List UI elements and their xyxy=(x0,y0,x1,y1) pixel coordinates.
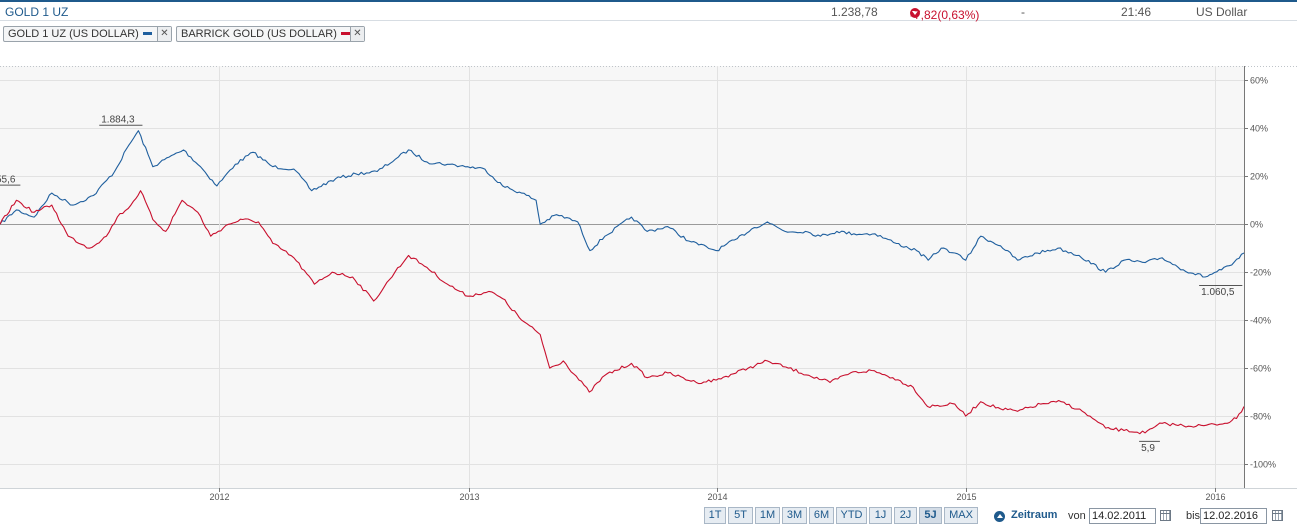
y-tick-label: 60% xyxy=(1250,76,1268,86)
range-button-max[interactable]: MAX xyxy=(944,507,978,524)
volume-placeholder: - xyxy=(1021,5,1025,19)
collapse-up-icon[interactable] xyxy=(994,511,1005,522)
down-arrow-icon xyxy=(910,8,920,18)
quote-header: GOLD 1 UZ 1.238,78 -7,82(0,63%) - 21:46 … xyxy=(0,0,1297,22)
range-button-1m[interactable]: 1M xyxy=(755,507,780,524)
range-button-1j[interactable]: 1J xyxy=(869,507,892,524)
y-tick-label: 20% xyxy=(1250,172,1268,182)
axis-ticks: 60% 40% 20% 0% -20% -40% -60% -80% -100% 2012 2013… xyxy=(209,76,1276,503)
legend-swatch-barrick xyxy=(340,32,350,35)
x-tick-label: 2014 xyxy=(707,492,727,502)
range-button-ytd[interactable]: YTD xyxy=(836,507,867,524)
to-calendar-icon[interactable] xyxy=(1272,510,1283,521)
legend-swatch-gold xyxy=(142,32,152,35)
y-tick-label: -100% xyxy=(1250,460,1276,470)
range-button-6m[interactable]: 6M xyxy=(809,507,834,524)
range-button-1t[interactable]: 1T xyxy=(704,507,726,524)
x-tick-label: 2012 xyxy=(209,492,229,502)
legend-label-gold: GOLD 1 UZ (US DOLLAR) xyxy=(8,28,139,40)
y-tick-label: -20% xyxy=(1250,268,1271,278)
remove-barrick-close-icon[interactable]: ✕ xyxy=(350,27,364,41)
to-date-input[interactable] xyxy=(1200,508,1267,524)
range-button-5j[interactable]: 5J xyxy=(919,507,942,524)
y-tick-label: -60% xyxy=(1250,364,1271,374)
legend-chip-gold[interactable]: GOLD 1 UZ (US DOLLAR) ✕ xyxy=(3,26,172,42)
annotation-label: 5,9 xyxy=(1141,443,1155,454)
quote-time: 21:46 xyxy=(1121,5,1152,19)
x-tick-label: 2013 xyxy=(459,492,479,502)
grid-lines xyxy=(0,66,1244,488)
from-calendar-icon[interactable] xyxy=(1160,510,1171,521)
to-label: bis xyxy=(1186,510,1201,522)
range-button-5t[interactable]: 5T xyxy=(728,507,753,524)
series-line-gold xyxy=(0,130,1245,278)
plot-area xyxy=(0,66,1244,488)
annotation-label: 1.884,3 xyxy=(101,115,135,126)
currency-label: US Dollar xyxy=(1196,5,1248,19)
price-change-value: -7,82(0,63%) xyxy=(910,8,980,22)
series-line-barrick xyxy=(0,190,1245,435)
annotation-label: 1.060,5 xyxy=(1201,287,1235,298)
annotation-label: 55,6 xyxy=(0,175,16,186)
last-price: 1.238,78 xyxy=(831,5,878,19)
from-label: von xyxy=(1068,510,1086,522)
y-tick-label: 40% xyxy=(1250,124,1268,134)
from-date-input[interactable] xyxy=(1089,508,1156,524)
y-tick-label: 0% xyxy=(1250,220,1263,230)
y-tick-label: -40% xyxy=(1250,316,1271,326)
x-tick-label: 2015 xyxy=(956,492,976,502)
instrument-name[interactable]: GOLD 1 UZ xyxy=(5,5,69,19)
annotations: 55,6 1.884,3 1.060,5 5,9 xyxy=(0,115,1243,454)
period-label[interactable]: Zeitraum xyxy=(1011,509,1058,521)
remove-gold-close-icon[interactable]: ✕ xyxy=(157,27,171,41)
series-lines xyxy=(0,130,1245,435)
y-tick-label: -80% xyxy=(1250,412,1271,422)
range-button-3m[interactable]: 3M xyxy=(782,507,807,524)
legend-bar: GOLD 1 UZ (US DOLLAR) ✕ BARRICK GOLD (US… xyxy=(0,21,1297,46)
legend-chip-barrick[interactable]: BARRICK GOLD (US DOLLAR) ✕ xyxy=(176,26,365,42)
x-tick-label: 2016 xyxy=(1205,492,1225,502)
legend-label-barrick: BARRICK GOLD (US DOLLAR) xyxy=(181,28,337,40)
range-button-2j[interactable]: 2J xyxy=(894,507,917,524)
